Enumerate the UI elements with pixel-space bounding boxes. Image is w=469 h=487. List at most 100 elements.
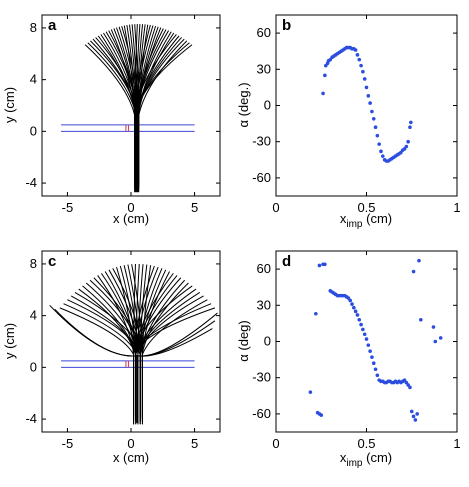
- panel-b-xtick-label: 0.5: [357, 200, 375, 215]
- panel-a-ytick-label: 0: [30, 123, 37, 138]
- panel-d-xtick-label: 0.5: [357, 436, 375, 451]
- panel-d-xlabel-sub: imp: [346, 458, 363, 469]
- panel-a-xtick-label: -5: [62, 200, 74, 215]
- panel-c-ylabel: y (cm): [2, 323, 17, 359]
- panel-d-ticks: 0 0.5 1 -60 -30 0 30 60: [252, 251, 461, 451]
- panel-c-fiber: [74, 291, 143, 425]
- panel-d-point: [308, 390, 313, 394]
- panel-d-point: [373, 367, 378, 372]
- panel-b-points: [321, 45, 413, 163]
- panel-c-fiber: [135, 307, 216, 422]
- panel-d-points: [308, 258, 443, 422]
- panel-c: -5 0 5 -4 0 4 8 c x (cm) y (cm): [2, 250, 221, 465]
- panel-d-point: [364, 337, 369, 341]
- panel-d-point: [353, 309, 358, 314]
- panel-d-point: [417, 258, 421, 263]
- panel-d-point: [366, 343, 371, 347]
- panel-c-fiber: [133, 285, 193, 417]
- panel-d-point: [362, 332, 367, 337]
- panel-b-point: [371, 116, 376, 121]
- panel-d-ytick-label: 30: [257, 297, 271, 312]
- panel-c-fiber: [141, 271, 170, 422]
- panel-b-point: [375, 133, 380, 138]
- panel-d-point: [361, 327, 365, 332]
- panel-b-point: [362, 77, 367, 81]
- panel-b-point: [408, 125, 412, 130]
- panel-d-xlabel: ximp (cm): [340, 450, 392, 469]
- panel-c-fiber: [56, 312, 138, 423]
- panel-d-point: [323, 262, 327, 267]
- panel-c-fiber: [82, 285, 137, 420]
- panel-b-xlabel: ximp (cm): [340, 211, 392, 230]
- panel-c-xtick-label: -5: [62, 436, 74, 451]
- panel-d-ytick-label: 60: [257, 261, 271, 276]
- panel-d-point: [350, 302, 354, 306]
- panel-d-frame: [275, 250, 458, 433]
- panel-b-point: [377, 142, 381, 146]
- panel-d: 0 0.5 1 -60 -30 0 30 60 d ximp (cm) α (deg): [236, 250, 461, 469]
- panel-c-ytick-label: 4: [30, 308, 37, 323]
- panel-c-fiber: [63, 303, 137, 422]
- panel-a-ytick-label: -4: [25, 175, 37, 190]
- panel-c-label: c: [48, 253, 56, 270]
- panel-c-ticks: -5 0 5 -4 0 4 8: [25, 251, 220, 451]
- panel-c-fiber: [137, 277, 182, 425]
- panel-d-point: [411, 269, 416, 274]
- panel-b-point: [368, 101, 372, 105]
- panel-d-point: [433, 339, 438, 344]
- panel-a-fiber: [103, 32, 138, 185]
- panel-c-ytick-label: 0: [30, 359, 37, 374]
- panel-b-point: [366, 94, 371, 98]
- panel-a-xlabel: x (cm): [113, 211, 149, 226]
- panel-c-fiber: [136, 328, 213, 423]
- panel-b-ylabel: α (deg.): [236, 82, 251, 127]
- panel-b-point: [379, 149, 383, 154]
- panel-b-ytick-label: 0: [264, 98, 271, 113]
- panel-d-point: [357, 317, 362, 322]
- panel-b-point: [409, 120, 413, 125]
- panel-d-label: d: [282, 253, 291, 270]
- panel-d-ytick-label: -60: [252, 406, 271, 421]
- panel-c-fiber: [135, 288, 197, 425]
- panel-a-ylabel: y (cm): [2, 87, 17, 123]
- panel-b-ticks: 0 0.5 1 -60 -30 0 30 60: [252, 15, 461, 215]
- panel-d-point: [314, 311, 318, 316]
- panel-d-point: [413, 418, 418, 422]
- panel-d-xlabel-unit: (cm): [363, 450, 393, 465]
- panel-a-ticks: -5 0 5 -4 0 4 8: [25, 15, 220, 215]
- panel-d-ytick-label: 0: [264, 334, 271, 349]
- panel-b-point: [380, 154, 385, 158]
- panel-a-fiber: [136, 37, 182, 190]
- panel-d-point: [431, 325, 436, 329]
- panel-b-ytick-label: 30: [257, 61, 271, 76]
- panel-c-fiber: [139, 295, 204, 420]
- panel-b-point: [373, 125, 378, 130]
- panel-b-point: [357, 57, 362, 62]
- panel-b-label: b: [282, 17, 291, 34]
- panel-d-point: [359, 322, 363, 327]
- panel-b-xtick-label: 0: [272, 200, 279, 215]
- panel-a-fibers: [61, 24, 195, 193]
- panel-a-fiber: [137, 38, 185, 187]
- panel-d-point: [408, 385, 412, 390]
- panel-c-xtick-label: 5: [191, 436, 198, 451]
- panel-b-frame: [275, 14, 458, 197]
- panel-a-fiber: [134, 34, 177, 185]
- panel-b-point: [321, 91, 325, 96]
- panel-c-fiber: [67, 299, 139, 420]
- panel-c-fiber: [133, 303, 212, 425]
- panel-a-fiber: [135, 44, 193, 190]
- panel-a-ytick-label: 4: [30, 72, 37, 87]
- panel-d-point: [419, 317, 423, 322]
- panel-d-xtick-label: 1: [453, 436, 460, 451]
- panel-b-point: [353, 48, 358, 52]
- panel-d-point: [352, 305, 356, 310]
- panel-a-label: a: [48, 17, 57, 34]
- panel-b-xtick-label: 1: [453, 200, 460, 215]
- panel-c-xlabel: x (cm): [113, 450, 149, 465]
- panel-d-point: [409, 409, 414, 414]
- panel-d-point: [371, 361, 376, 366]
- panel-d-point: [368, 349, 372, 353]
- panel-a-fiber: [138, 40, 188, 185]
